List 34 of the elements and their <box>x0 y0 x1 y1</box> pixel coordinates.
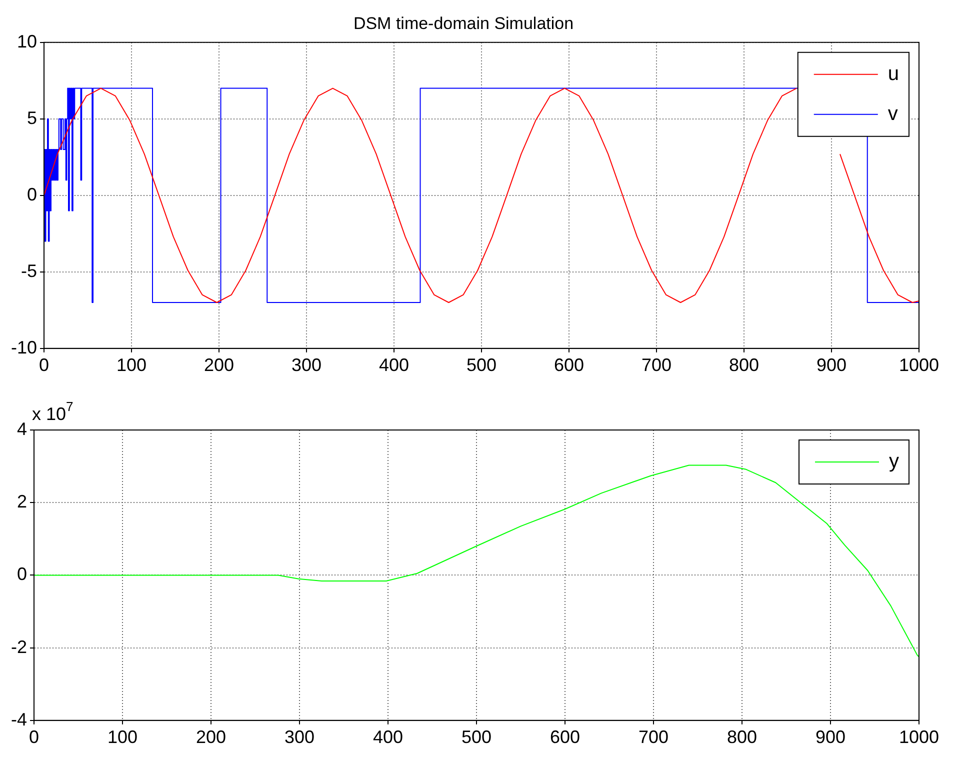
x-tick-label: 900 <box>816 355 847 376</box>
legend-label: v <box>888 102 898 125</box>
x-tick-label: 900 <box>815 727 846 748</box>
x-tick-label: 700 <box>641 355 672 376</box>
x-tick-label: 300 <box>291 355 322 376</box>
y-tick-label: 0 <box>27 184 38 204</box>
y-tick-label: 2 <box>16 492 28 512</box>
x-tick-label: 200 <box>196 727 226 748</box>
x-tick-label: 300 <box>284 727 315 748</box>
x-tick-label: 400 <box>378 355 410 376</box>
x-tick-label: 100 <box>116 355 147 376</box>
x-tick-label: 1000 <box>898 727 940 748</box>
x-tick-label: 100 <box>107 727 138 748</box>
y-tick-label: -2 <box>10 636 28 657</box>
x-tick-label: 500 <box>461 727 492 748</box>
y-tick-label: 10 <box>16 31 38 52</box>
chart-title: DSM time-domain Simulation <box>353 14 574 33</box>
x-tick-label: 800 <box>726 727 758 748</box>
x-tick-label: 200 <box>204 355 234 376</box>
x-tick-label: 400 <box>372 727 404 748</box>
y-tick-label: -5 <box>21 260 38 281</box>
x-tick-label: 600 <box>554 355 584 376</box>
y-tick-label: 4 <box>16 418 28 439</box>
y-tick-label: -4 <box>10 709 28 730</box>
x-tick-label: 500 <box>466 355 497 376</box>
x-tick-label: 1000 <box>898 355 940 376</box>
y-tick-label: 5 <box>27 108 38 128</box>
x-tick-label: 700 <box>638 727 669 748</box>
x-tick-label: 800 <box>728 355 760 376</box>
legend-label: u <box>888 62 899 85</box>
x-tick-label: 600 <box>550 727 580 748</box>
y-tick-label: 0 <box>16 564 28 584</box>
legend-label: y <box>889 450 899 473</box>
y-tick-label: -10 <box>11 337 38 358</box>
